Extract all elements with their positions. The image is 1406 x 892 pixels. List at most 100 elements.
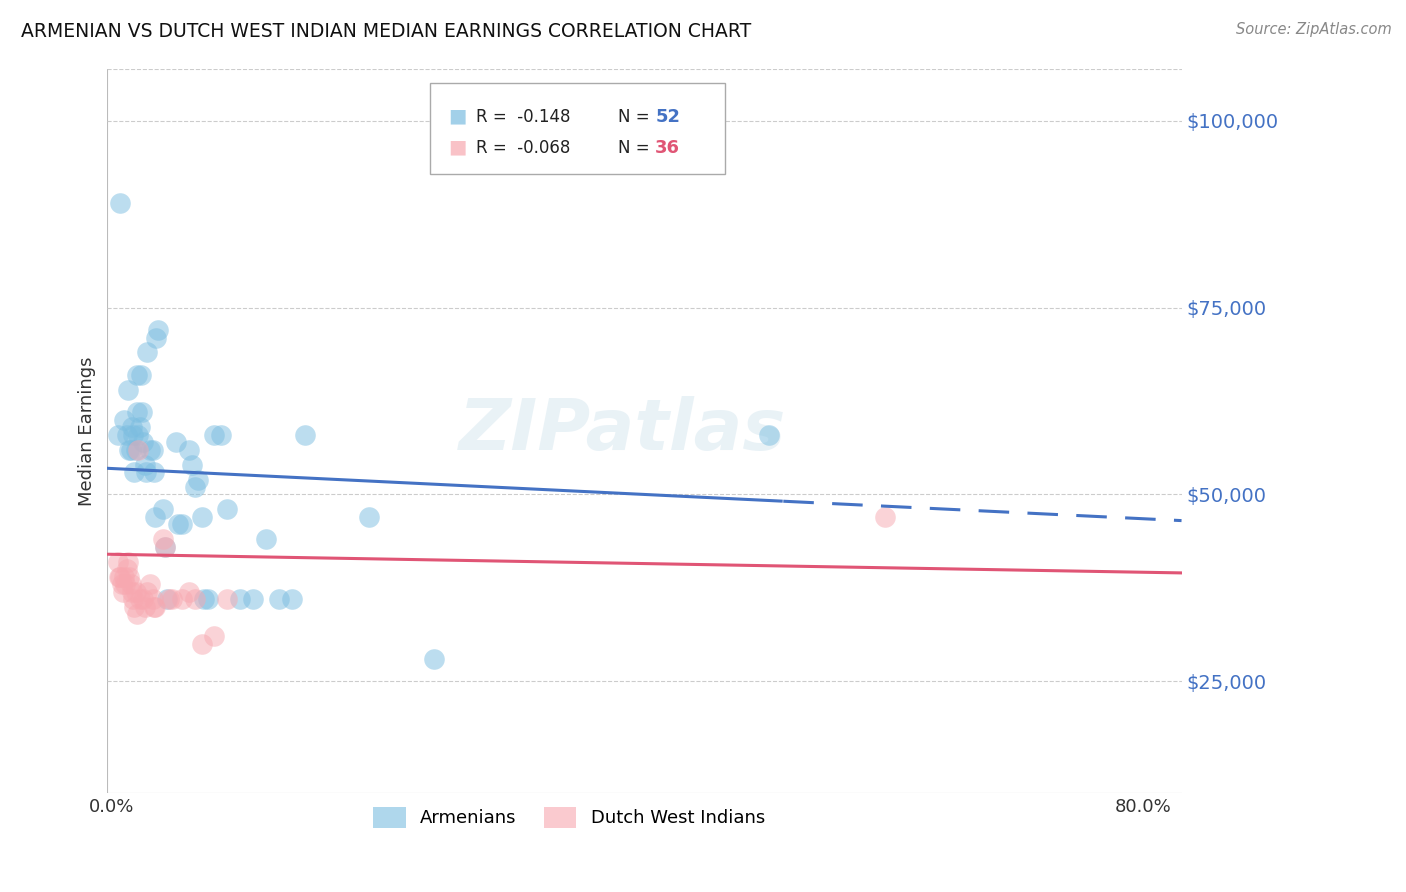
Text: 52: 52 (655, 109, 681, 127)
Text: R =  -0.148: R = -0.148 (475, 109, 571, 127)
Point (217, 592, 239, 607)
Point (136, 584, 159, 599)
Point (143, 509, 166, 524)
Point (202, 629, 225, 643)
Point (108, 569, 131, 583)
Point (112, 569, 135, 583)
Point (121, 420, 143, 434)
Point (155, 540, 177, 554)
Point (122, 427, 145, 442)
Point (187, 473, 209, 487)
Point (121, 584, 143, 599)
Point (217, 502, 239, 516)
Point (122, 592, 145, 607)
Point (114, 577, 136, 591)
Point (125, 607, 148, 621)
Point (110, 569, 132, 583)
Point (142, 465, 165, 479)
Point (193, 592, 215, 607)
Point (125, 442, 148, 457)
Point (120, 577, 142, 591)
Point (172, 517, 194, 532)
Point (115, 427, 138, 442)
Text: ■: ■ (449, 107, 467, 126)
Point (184, 480, 207, 494)
Point (112, 413, 135, 427)
Point (117, 555, 139, 569)
Point (139, 442, 162, 457)
Point (127, 427, 149, 442)
Point (125, 368, 148, 382)
Point (139, 577, 162, 591)
Point (125, 405, 148, 419)
Point (132, 592, 155, 607)
Point (129, 368, 152, 382)
Point (209, 427, 232, 442)
Point (135, 465, 157, 479)
Point (422, 652, 444, 666)
Point (294, 427, 316, 442)
Point (142, 599, 165, 614)
Point (141, 442, 163, 457)
Point (107, 555, 129, 569)
Point (157, 592, 180, 607)
Point (254, 533, 277, 547)
Point (202, 427, 225, 442)
Point (181, 458, 204, 472)
Point (758, 427, 780, 442)
Point (184, 592, 207, 607)
Point (197, 592, 219, 607)
Point (145, 330, 167, 344)
Point (117, 383, 139, 397)
Point (128, 420, 150, 434)
Point (115, 562, 138, 576)
Point (156, 592, 179, 607)
Point (141, 592, 163, 607)
Text: N =: N = (617, 139, 654, 157)
Point (110, 196, 132, 211)
Point (120, 442, 142, 457)
Point (124, 599, 146, 614)
Point (124, 465, 146, 479)
Point (873, 509, 896, 524)
Point (160, 592, 183, 607)
Point (267, 592, 290, 607)
Point (167, 517, 190, 532)
Point (128, 592, 150, 607)
Point (359, 509, 381, 524)
Point (152, 502, 174, 516)
Text: Source: ZipAtlas.com: Source: ZipAtlas.com (1236, 22, 1392, 37)
Point (131, 405, 153, 419)
Point (190, 509, 212, 524)
Point (125, 584, 148, 599)
Point (134, 599, 156, 614)
Point (134, 458, 156, 472)
Point (165, 435, 187, 450)
FancyBboxPatch shape (430, 83, 725, 174)
Text: ZIPatlas: ZIPatlas (460, 396, 787, 466)
Point (190, 637, 212, 651)
Point (118, 569, 141, 583)
Point (152, 533, 174, 547)
Point (155, 540, 177, 554)
Point (111, 584, 134, 599)
Legend: Armenians, Dutch West Indians: Armenians, Dutch West Indians (366, 800, 772, 835)
Point (146, 323, 169, 337)
Text: N =: N = (617, 109, 654, 127)
Point (172, 592, 194, 607)
Point (143, 599, 166, 614)
Text: R =  -0.068: R = -0.068 (475, 139, 571, 157)
Point (281, 592, 304, 607)
Point (177, 442, 200, 457)
Point (110, 577, 132, 591)
Point (136, 345, 159, 359)
Point (127, 442, 149, 457)
Point (229, 592, 252, 607)
Point (118, 442, 141, 457)
Y-axis label: Median Earnings: Median Earnings (79, 356, 96, 506)
Point (242, 592, 264, 607)
Point (177, 584, 200, 599)
Text: ■: ■ (449, 137, 467, 156)
Point (132, 435, 155, 450)
Text: 36: 36 (655, 139, 681, 157)
